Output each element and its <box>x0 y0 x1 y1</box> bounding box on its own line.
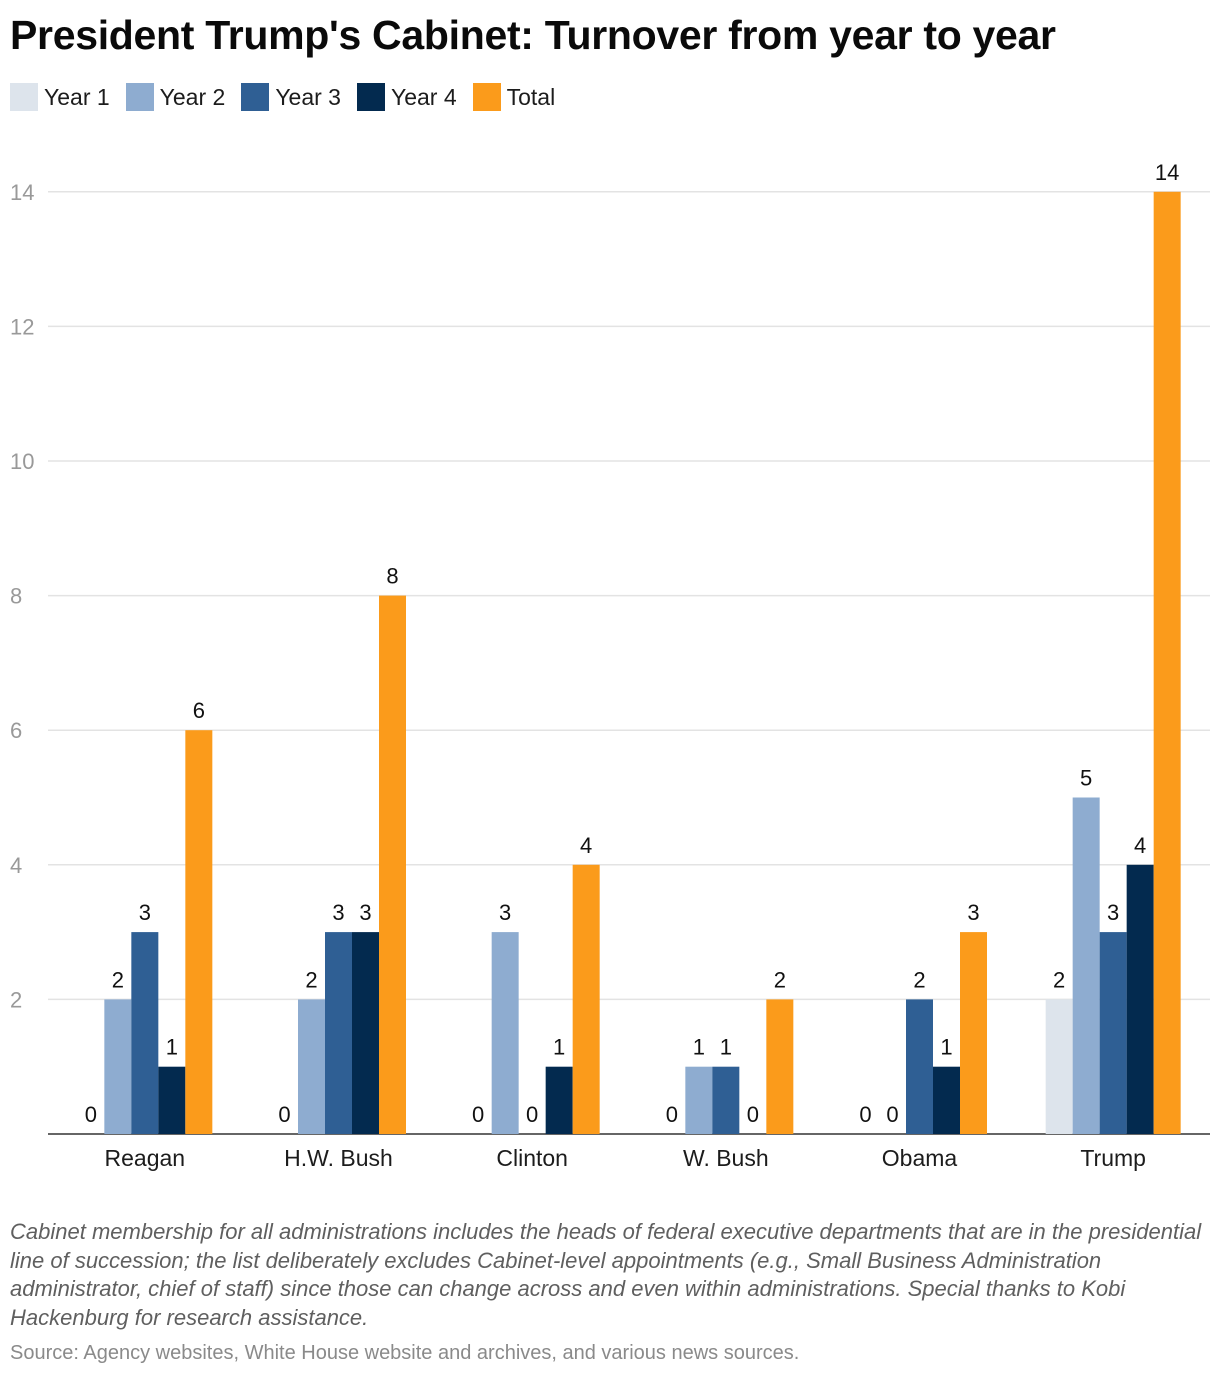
bar <box>685 1066 713 1134</box>
data-label: 3 <box>967 900 979 925</box>
legend-swatch <box>356 83 385 111</box>
bar <box>1099 932 1127 1134</box>
bar <box>1072 797 1100 1134</box>
chart-source: Source: Agency websites, White House web… <box>10 1342 800 1364</box>
data-label: 2 <box>774 967 786 992</box>
x-category-label: W. Bush <box>683 1145 769 1171</box>
bar <box>933 1066 960 1134</box>
data-label: 0 <box>747 1102 759 1127</box>
y-tick-label: 14 <box>10 180 34 205</box>
data-label: 0 <box>85 1102 97 1127</box>
bar <box>352 932 379 1134</box>
data-label: 3 <box>499 900 511 925</box>
data-label: 0 <box>472 1102 484 1127</box>
legend-item: Year 4 <box>356 83 457 111</box>
y-tick-label: 4 <box>10 853 22 878</box>
x-category-label: Trump <box>1080 1145 1146 1171</box>
y-tick-label: 6 <box>10 718 22 743</box>
data-label: 1 <box>166 1035 178 1060</box>
bar <box>131 932 159 1134</box>
data-label: 1 <box>720 1035 732 1060</box>
x-category-label: H.W. Bush <box>284 1145 393 1171</box>
legend-item: Total <box>472 83 556 111</box>
data-label: 3 <box>359 900 371 925</box>
legend-item: Year 2 <box>125 83 226 111</box>
data-label: 2 <box>112 967 124 992</box>
data-label: 8 <box>386 564 398 589</box>
bar <box>104 999 132 1134</box>
x-category-label: Reagan <box>105 1145 186 1171</box>
data-label: 3 <box>139 900 151 925</box>
legend-item: Year 3 <box>241 83 341 111</box>
legend-label: Total <box>506 83 556 110</box>
y-tick-label: 12 <box>10 314 34 339</box>
data-label: 0 <box>278 1102 290 1127</box>
bar <box>906 999 933 1134</box>
chart-title: President Trump's Cabinet: Turnover from… <box>10 12 1056 58</box>
legend-swatch <box>472 83 501 111</box>
legend-label: Year 3 <box>275 83 341 110</box>
data-label: 1 <box>553 1035 565 1060</box>
data-label: 4 <box>580 833 592 858</box>
bar <box>491 932 519 1134</box>
bar <box>185 730 213 1134</box>
bar <box>1126 864 1154 1134</box>
legend-swatch <box>125 83 154 111</box>
bar <box>572 864 600 1134</box>
data-label: 4 <box>1134 833 1146 858</box>
bar <box>298 999 325 1134</box>
data-label: 1 <box>693 1035 705 1060</box>
data-label: 1 <box>940 1035 952 1060</box>
chart-footnote: Cabinet membership for all administratio… <box>10 1219 1202 1330</box>
legend-label: Year 4 <box>390 83 457 110</box>
legend-swatch <box>241 83 270 111</box>
data-label: 2 <box>1053 967 1065 992</box>
bar <box>545 1066 573 1134</box>
bar <box>325 932 352 1134</box>
bar <box>1153 191 1181 1135</box>
data-label: 0 <box>526 1102 538 1127</box>
data-label: 2 <box>913 967 925 992</box>
x-category-label: Obama <box>882 1145 958 1171</box>
data-label: 14 <box>1155 160 1179 185</box>
bar <box>158 1066 186 1134</box>
legend-label: Year 2 <box>159 83 226 110</box>
y-tick-label: 10 <box>10 449 34 474</box>
legend-item: Year 1 <box>10 83 110 111</box>
data-label: 3 <box>1107 900 1119 925</box>
bar <box>1045 999 1073 1134</box>
bar <box>960 932 987 1134</box>
data-label: 0 <box>859 1102 871 1127</box>
chart-legend: Year 1 Year 2 Year 3 Year 4 Total <box>10 82 571 112</box>
bar <box>712 1066 740 1134</box>
legend-label: Year 1 <box>44 83 110 110</box>
data-label: 0 <box>886 1102 898 1127</box>
legend-swatch <box>10 83 38 111</box>
data-label: 3 <box>332 900 344 925</box>
bar <box>766 999 794 1134</box>
y-tick-label: 2 <box>10 987 22 1012</box>
y-tick-label: 8 <box>10 584 22 609</box>
data-label: 5 <box>1080 766 1092 791</box>
x-category-label: Clinton <box>496 1145 568 1171</box>
bar <box>379 595 406 1134</box>
data-label: 2 <box>305 967 317 992</box>
data-label: 0 <box>666 1102 678 1127</box>
data-label: 6 <box>193 698 205 723</box>
